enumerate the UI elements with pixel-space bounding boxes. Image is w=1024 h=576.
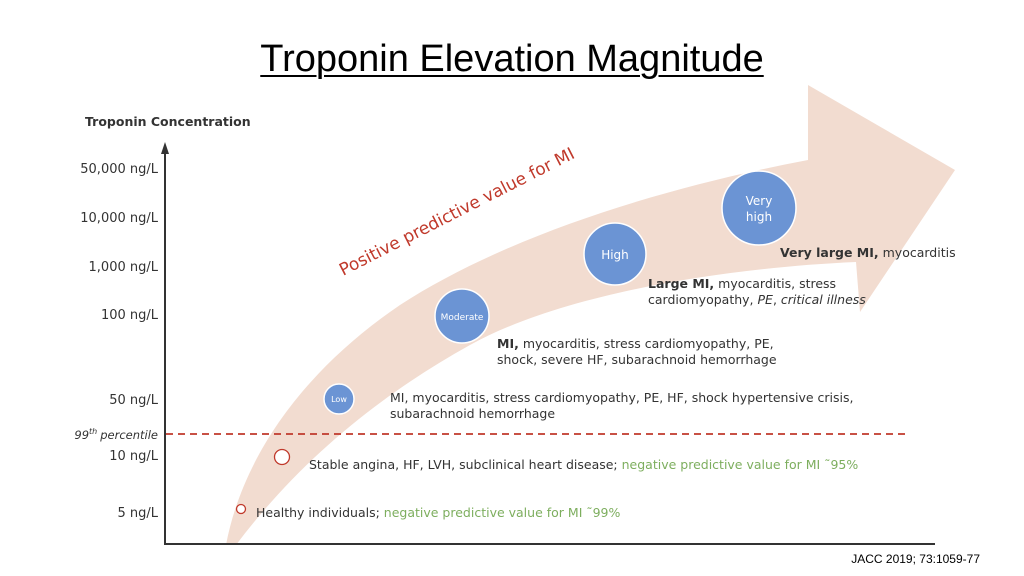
stable-marker-icon [273, 448, 291, 466]
level-high: High [583, 222, 647, 286]
axis-title: Troponin Concentration [85, 114, 251, 129]
desc-moderate-line2: shock, severe HF, subarachnoid hemorrhag… [497, 352, 777, 367]
desc-low-line1: MI, myocarditis, stress cardiomyopathy, … [390, 390, 853, 405]
tick-label: 1,000 ng/L [89, 260, 159, 275]
level-very-high: Very high [721, 170, 797, 246]
level-label: Very [746, 194, 773, 208]
tick-label: 5 ng/L [117, 506, 158, 521]
slide-title: Troponin Elevation Magnitude [0, 38, 1024, 81]
level-label: High [601, 248, 629, 262]
level-label: high [746, 210, 772, 224]
healthy-marker-icon [235, 503, 247, 515]
percentile-label: 99th percentile [74, 427, 158, 442]
desc-moderate-line1: MI, myocarditis, stress cardiomyopathy, … [497, 336, 774, 351]
tick-label: 10,000 ng/L [80, 211, 158, 226]
desc-high-line1: Large MI, myocarditis, stress [648, 276, 836, 291]
citation: JACC 2019; 73:1059-77 [851, 552, 980, 566]
level-low: Low [323, 383, 355, 415]
tick-label: 10 ng/L [109, 449, 159, 464]
desc-high-line2: cardiomyopathy, PE, critical illness [648, 292, 866, 307]
level-moderate: Moderate [434, 288, 490, 344]
tick-label: 100 ng/L [101, 308, 159, 323]
level-label: Low [331, 395, 347, 404]
desc-low-line2: subarachnoid hemorrhage [390, 406, 555, 421]
desc-healthy: Healthy individuals; negative predictive… [256, 505, 621, 520]
tick-label: 50 ng/L [109, 393, 159, 408]
desc-stable: Stable angina, HF, LVH, subclinical hear… [309, 457, 858, 472]
tick-label: 50,000 ng/L [80, 162, 158, 177]
desc-very-high: Very large MI, myocarditis [780, 245, 956, 260]
slide-title-text: Troponin Elevation Magnitude [260, 38, 764, 80]
level-label: Moderate [441, 313, 484, 323]
ppv-arrow [226, 85, 955, 545]
y-axis-arrowhead [161, 142, 169, 154]
